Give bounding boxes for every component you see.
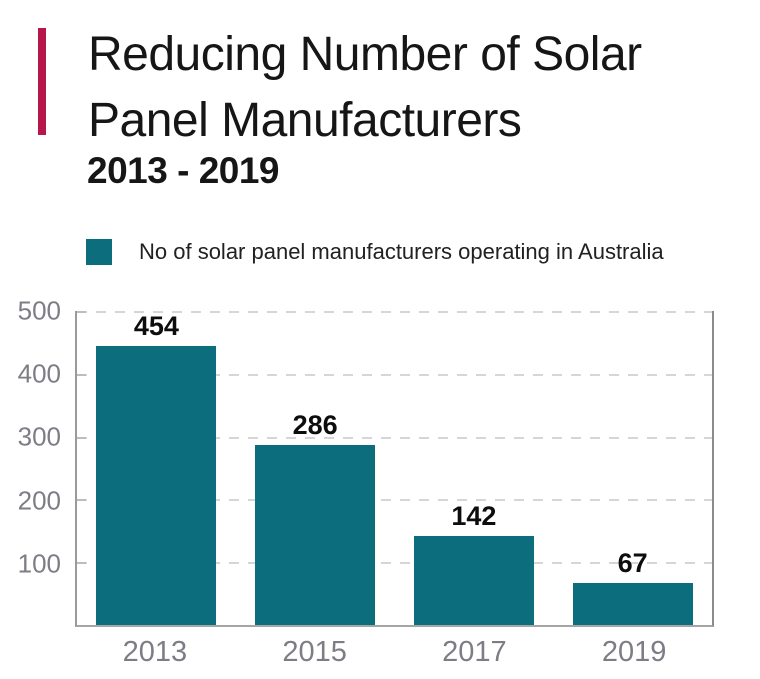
title-accent-bar	[38, 28, 46, 135]
bar	[96, 346, 217, 625]
data-label: 142	[451, 500, 497, 531]
y-axis-tick	[77, 499, 86, 502]
x-tick-label: 2015	[282, 636, 347, 668]
y-axis-tick	[77, 311, 86, 313]
bar-group-2017: 142	[395, 311, 554, 625]
y-tick-label: 400	[17, 358, 61, 389]
x-tick-label: 2013	[122, 636, 188, 668]
gridline-400	[77, 373, 712, 376]
title-line-2: Panel Manufacturers	[88, 94, 522, 147]
gridline-200	[77, 499, 712, 502]
bar-group-2019: 67	[553, 311, 712, 625]
bar	[255, 445, 376, 625]
y-tick-label: 300	[17, 421, 61, 452]
x-axis-labels: 2013 2015 2017 2019	[75, 636, 714, 669]
legend-label: No of solar panel manufacturers operatin…	[139, 239, 664, 264]
data-label: 454	[133, 311, 179, 341]
chart-legend: No of solar panel manufacturers operatin…	[86, 239, 664, 265]
data-label: 286	[292, 410, 338, 441]
x-tick-label: 2017	[442, 636, 507, 668]
legend-swatch	[86, 239, 112, 265]
bar	[572, 582, 693, 625]
bar-group-2013: 454	[77, 311, 236, 625]
y-axis-tick	[77, 436, 86, 439]
data-label: 67	[617, 547, 648, 578]
page-title: Reducing Number of Solar Panel Manufactu…	[88, 22, 728, 154]
y-axis-tick	[77, 373, 86, 376]
page-subtitle: 2013 - 2019	[87, 150, 280, 191]
gridline-100	[77, 562, 712, 565]
y-axis-labels: 500 400 300 200 100	[0, 296, 61, 627]
y-tick-label: 200	[17, 485, 61, 516]
y-tick-label: 100	[17, 548, 61, 579]
gridline-300	[77, 436, 712, 439]
y-axis-tick	[77, 562, 86, 565]
y-tick-label: 500	[17, 295, 61, 326]
plot-area: 454 286 142 67	[75, 311, 714, 627]
gridline-500	[77, 311, 712, 313]
title-line-1: Reducing Number of Solar	[88, 28, 642, 81]
bar	[413, 535, 534, 625]
x-tick-label: 2019	[601, 636, 667, 668]
bar-group-2015: 286	[236, 311, 395, 625]
bar-series: 454 286 142 67	[77, 311, 712, 625]
